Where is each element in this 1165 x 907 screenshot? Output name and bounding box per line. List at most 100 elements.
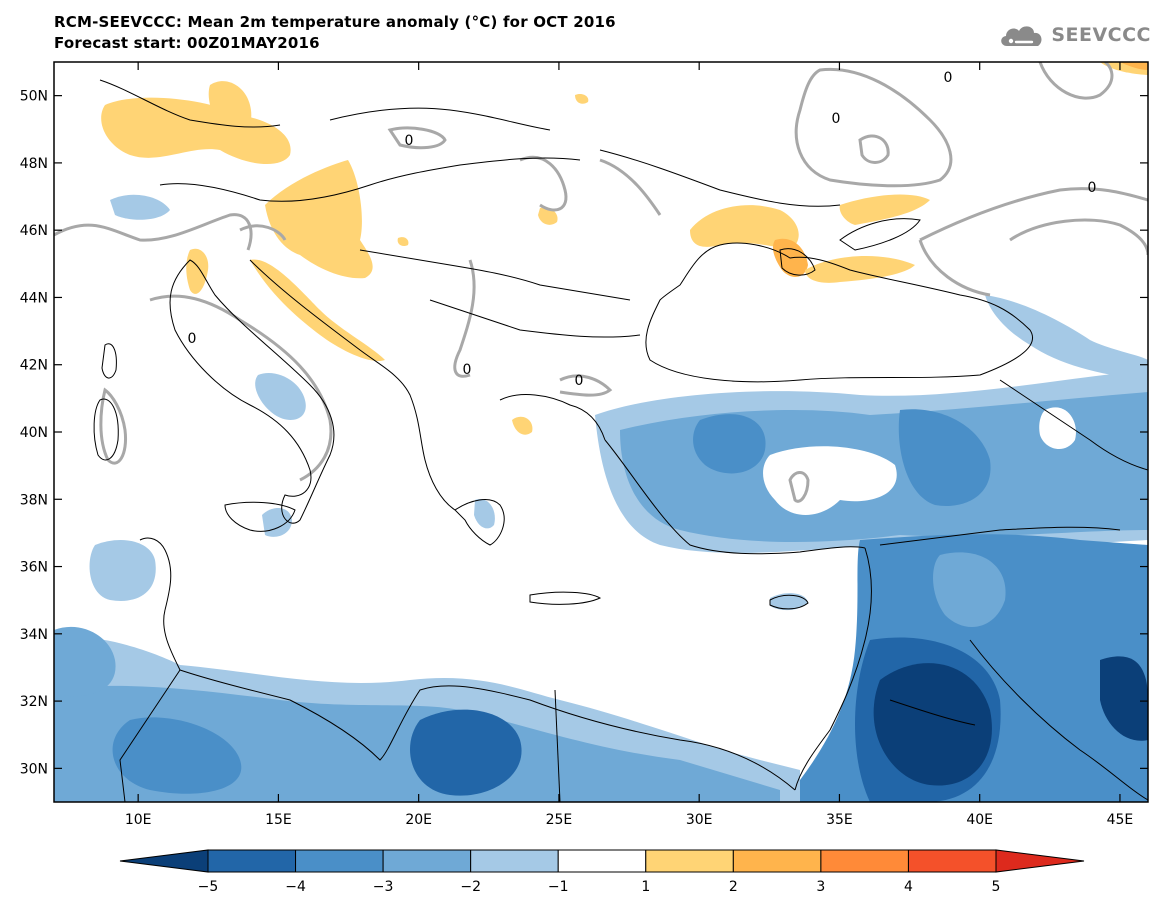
map-fields: 0 0 0 0 0 0 0 (54, 62, 1148, 802)
y-tick-label: 40N (20, 425, 48, 441)
border-iraq-saudi (969, 639, 1148, 801)
zero-contour (918, 239, 991, 297)
zero-contour (1038, 62, 1114, 100)
colorbar-segment (732, 849, 822, 873)
colorbar-segment (645, 849, 734, 873)
crete-coast (529, 591, 602, 605)
colorbar-segment (207, 849, 297, 873)
iraq-anomaly-m5 (1100, 656, 1148, 741)
cyprus-coast (769, 594, 809, 610)
turkey-south-coast (604, 439, 866, 555)
colorbar-label: 3 (816, 879, 825, 895)
y-tick-label: 50N (20, 89, 48, 105)
zero-contour (559, 374, 613, 397)
zero-contour (599, 158, 662, 216)
azov-coast (839, 218, 921, 251)
contour-label: 0 (832, 111, 841, 127)
colorbar-segment (295, 849, 384, 873)
border-central-europe (159, 157, 581, 202)
levant-anomaly-m2 (933, 552, 1006, 627)
y-tick-label: 30N (20, 761, 48, 777)
zero-contour (239, 224, 287, 241)
border-germany (99, 79, 281, 128)
austria-hungary-anomaly-p1 (265, 160, 373, 279)
x-tick-label: 10E (125, 812, 152, 828)
y-tick-label: 44N (20, 290, 48, 306)
colorbar-label: 4 (904, 879, 913, 895)
hungary-spot-p1 (397, 237, 409, 247)
egypt-libya-coast (163, 609, 796, 791)
crimea-coast (779, 248, 816, 276)
russia-corner-anomaly-p2 (1120, 62, 1148, 70)
map-title: RCM-SEEVCCC: Mean 2m temperature anomaly… (54, 13, 616, 31)
contour-label: 0 (405, 133, 414, 149)
border-ukraine (599, 149, 841, 207)
border-turkey-east (999, 379, 1148, 471)
greece-north-anomaly-p1 (512, 416, 533, 435)
seevccc-logo: SEEVCCC (997, 20, 1151, 50)
italy-anomaly-m2a (255, 372, 306, 420)
x-tick-label: 25E (546, 812, 573, 828)
black-sea-west-anomaly-p1 (690, 205, 799, 250)
cyprus-anomaly-m2 (770, 593, 808, 611)
tunisia-anomaly-m3 (54, 626, 116, 697)
zero-contour (919, 187, 1148, 242)
colorbar-label: −4 (285, 879, 306, 895)
colorbar-label: −2 (460, 879, 481, 895)
tunisia-anomaly-m2 (89, 540, 156, 601)
y-tick-label: 46N (20, 223, 48, 239)
forecast-start-label: Forecast start: 00Z01MAY2016 (54, 34, 320, 52)
alps-anomaly-m2 (110, 194, 170, 220)
contour-label: 0 (1088, 180, 1097, 196)
border-syria-iraq (879, 526, 1121, 546)
colorbar-segment (907, 849, 997, 873)
adriatic-coast-east (249, 259, 456, 511)
corsica-coast (101, 343, 117, 379)
libya-anomaly-m4 (410, 709, 522, 796)
y-tick-label: 32N (20, 694, 48, 710)
zero-contour (54, 213, 253, 251)
greece-coast (454, 499, 505, 546)
y-tick-label: 36N (20, 560, 48, 576)
colorbar-label: 1 (641, 879, 650, 895)
turkey-anomaly-m4b (693, 414, 766, 474)
germany-anomaly-p1b (208, 81, 252, 136)
azov-anomaly-p1 (839, 194, 930, 225)
contour-label: 0 (188, 331, 197, 347)
colorbar-label: 2 (729, 879, 738, 895)
colorbar: −5 −4 −3 −2 −1 1 2 3 4 5 (119, 849, 1085, 895)
zero-contours (54, 62, 1148, 503)
greece-anomaly-m2 (474, 499, 495, 529)
levant-coast (794, 547, 872, 791)
italy-coast (169, 259, 335, 524)
black-sea-coast (645, 242, 1033, 383)
turkey-anomaly-m4 (898, 409, 991, 506)
border-danube (429, 299, 641, 338)
colorbar-max-arrow (995, 849, 1085, 873)
y-axis: 30N 32N 34N 36N 38N 40N 42N 44N 46N 48N 50N (20, 89, 1148, 777)
colorbar-label: 5 (992, 879, 1001, 895)
border-jordan (889, 699, 976, 726)
caucasus-anomaly-m2 (985, 295, 1148, 380)
coastlines (93, 79, 1148, 802)
africa-anomaly-m3b (112, 717, 242, 794)
cloud-icon (1001, 26, 1042, 46)
x-tick-label: 35E (826, 812, 853, 828)
x-tick-label: 20E (405, 812, 432, 828)
zero-contour (453, 259, 476, 378)
sicily-anomaly-m2 (262, 508, 292, 537)
colorbar-segment (557, 849, 647, 873)
logo-text: SEEVCCC (1051, 24, 1151, 46)
colorbar-label: −1 (548, 879, 569, 895)
contour-labels: 0 0 0 0 0 0 0 (188, 70, 1097, 389)
border-libya-tunisia (119, 669, 181, 802)
border-egypt-libya (554, 689, 561, 802)
colorbar-segment (820, 849, 909, 873)
zero-contour (858, 134, 890, 164)
czech-anomaly-p1 (538, 207, 558, 225)
poland-spot-p1 (575, 93, 589, 104)
contour-label: 0 (944, 70, 953, 86)
colorbar-label: −5 (198, 879, 219, 895)
italy-north-anomaly-p1 (186, 248, 209, 294)
